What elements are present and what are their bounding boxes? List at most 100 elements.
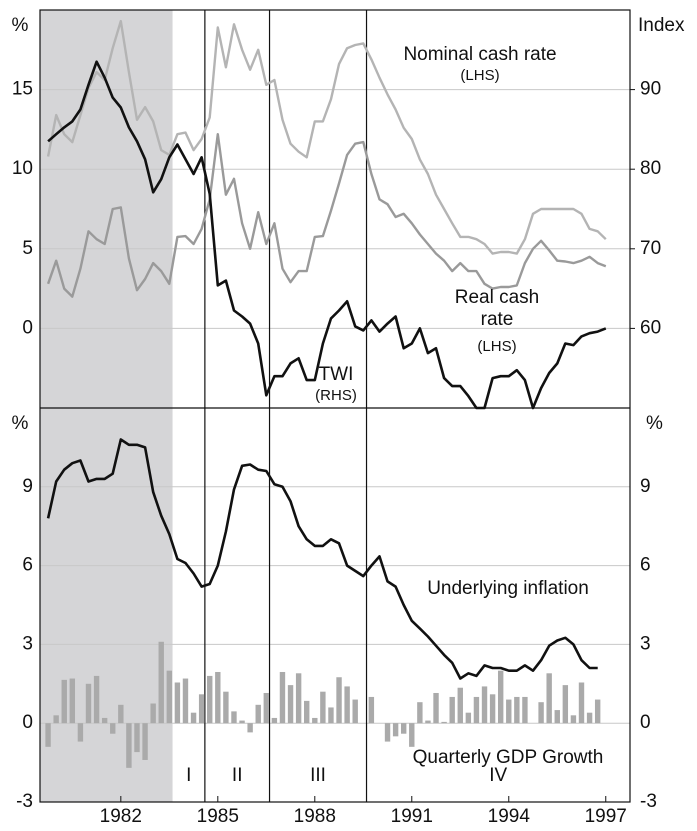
phase-label: I [186, 765, 191, 786]
phase-label: IV [489, 765, 507, 786]
bar [562, 685, 569, 724]
bar [247, 723, 253, 733]
x-tick-label: 1988 [294, 806, 336, 827]
real-cash-label: Real cash rate [454, 287, 540, 330]
x-tick-label: 1994 [488, 806, 531, 827]
bar [69, 678, 76, 724]
bar [320, 691, 326, 724]
bar [77, 723, 84, 742]
series-note: (RHS) [315, 387, 357, 404]
bar [190, 712, 197, 724]
y-tick-label: 0 [22, 317, 33, 338]
bar [207, 675, 213, 724]
bar [134, 723, 140, 753]
series-line [46, 19, 607, 255]
bar [481, 686, 488, 724]
bar [304, 700, 310, 724]
y2-tick-label: -3 [640, 791, 657, 812]
x-tick-label: 1997 [585, 806, 627, 827]
bar [546, 673, 552, 724]
bar [182, 678, 189, 724]
bar [101, 717, 108, 724]
y-tick-label: 3 [22, 633, 33, 654]
bar [174, 682, 181, 724]
series-label: TWI [319, 364, 354, 385]
bar [594, 699, 601, 724]
bar [166, 670, 173, 724]
y2-axis-label: Index [638, 15, 685, 36]
bar [336, 677, 342, 724]
bar [400, 723, 407, 734]
bar [441, 721, 447, 724]
series-note: (LHS) [460, 67, 499, 84]
y2-tick-label: 6 [640, 555, 651, 576]
series-label: Nominal cash rate [403, 44, 556, 65]
bar [538, 702, 544, 724]
phase-label: III [310, 765, 326, 786]
bar [287, 685, 294, 724]
bar [53, 715, 59, 724]
bar [295, 673, 302, 724]
shade [40, 10, 173, 802]
bar [142, 723, 148, 760]
bar [45, 723, 51, 747]
bar [344, 686, 350, 724]
bar [61, 679, 67, 724]
bar [312, 717, 318, 724]
y-tick-label: 5 [22, 238, 33, 259]
bar [473, 696, 480, 724]
bar [554, 710, 560, 724]
series-label: Underlying inflation [427, 578, 589, 599]
bar [150, 703, 156, 724]
bar [271, 717, 278, 724]
bar [223, 691, 229, 724]
y2-tick-label: 3 [640, 633, 651, 654]
x-tick-label: 1982 [100, 806, 142, 827]
bar [449, 696, 455, 724]
series-line [46, 133, 607, 298]
y2-tick-label: 90 [640, 79, 661, 100]
bar [392, 723, 399, 737]
phase-label: II [232, 765, 243, 786]
bar [465, 712, 472, 724]
bar [263, 692, 270, 724]
y-tick-label: -3 [16, 791, 33, 812]
bar [586, 712, 593, 724]
bar [328, 707, 334, 724]
y-tick-label: 10 [12, 158, 33, 179]
series-note: (LHS) [477, 338, 516, 355]
bar [425, 720, 431, 724]
y2-tick-label: 80 [640, 158, 661, 179]
bar [198, 694, 205, 724]
bar [409, 723, 415, 747]
bar [239, 720, 245, 724]
bar [352, 699, 358, 724]
bar [85, 683, 92, 724]
bar [255, 704, 261, 724]
bar [457, 687, 463, 724]
bar [570, 715, 577, 724]
bar [384, 723, 391, 742]
y-tick-label: 6 [22, 555, 33, 576]
y-tick-label: 15 [12, 79, 33, 100]
y2-axis-label: % [646, 413, 663, 434]
frame [39, 9, 631, 803]
bar [110, 723, 116, 734]
bar [93, 675, 100, 724]
bar [279, 671, 286, 724]
y2-tick-label: 60 [640, 317, 661, 338]
bar [417, 702, 423, 724]
bar [578, 682, 585, 724]
series-label: Quarterly GDP Growth [413, 747, 604, 768]
bar [497, 670, 504, 724]
bar [506, 699, 512, 724]
y-axis-label: % [12, 15, 29, 36]
bar [158, 641, 164, 724]
bar [215, 671, 221, 724]
y-tick-label: 0 [22, 712, 33, 733]
y-axis-label: % [12, 413, 29, 434]
bar [231, 711, 237, 724]
y2-tick-label: 0 [640, 712, 651, 733]
